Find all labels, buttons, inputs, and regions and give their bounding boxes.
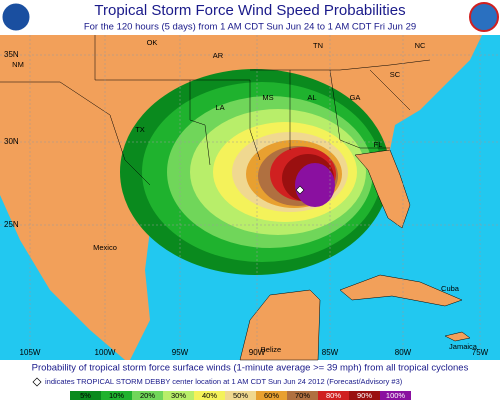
place-label: TX xyxy=(135,125,145,134)
place-label: OK xyxy=(147,38,158,47)
legend-label: 10% xyxy=(109,391,124,400)
legend-swatch xyxy=(349,391,380,400)
place-label: AR xyxy=(213,51,224,60)
place-label: AL xyxy=(307,93,316,102)
legend-label: 70% xyxy=(295,391,310,400)
nws-logo xyxy=(469,2,499,32)
subtitle: For the 120 hours (5 days) from 1 AM CDT… xyxy=(84,22,416,33)
jamaica xyxy=(444,331,471,342)
graticule xyxy=(0,35,500,360)
noaa-logo xyxy=(1,2,31,32)
map: 35N 30N 25N 105W 100W 95W 90W 85W 80W 75W NM OK AR TN… xyxy=(0,35,500,361)
border-line xyxy=(94,35,211,166)
florida xyxy=(354,149,411,229)
place-label: SC xyxy=(390,70,401,79)
legend-swatch xyxy=(194,391,225,400)
place-label: Mexico xyxy=(93,243,117,252)
longitude-label: 105W xyxy=(20,348,41,357)
legend-label: 100% xyxy=(386,391,406,400)
storm-center-marker xyxy=(295,185,305,195)
latitude-label: 25N xyxy=(4,220,19,229)
legend-swatch xyxy=(287,391,318,400)
legend-swatch xyxy=(225,391,256,400)
longitude-label: 80W xyxy=(395,348,412,357)
borders xyxy=(0,35,431,186)
legend-swatch xyxy=(163,391,194,400)
legend-label: 40% xyxy=(202,391,217,400)
legend-swatch xyxy=(101,391,132,400)
legend-label: 60% xyxy=(264,391,279,400)
border-line xyxy=(190,79,261,161)
place-label: MS xyxy=(262,93,273,102)
legend-swatch xyxy=(70,391,101,400)
longitude-label: 100W xyxy=(95,348,116,357)
place-label: Cuba xyxy=(441,284,460,293)
cuba xyxy=(339,274,463,307)
place-label: Jamaica xyxy=(449,342,478,351)
longitude-label: 95W xyxy=(172,348,189,357)
longitude-label: 75W xyxy=(472,348,489,357)
legend-swatch xyxy=(132,391,163,400)
place-label: Belize xyxy=(261,345,281,354)
latitude-label: 35N xyxy=(4,50,19,59)
legend-swatch xyxy=(318,391,349,400)
contour xyxy=(295,163,335,207)
pacific xyxy=(0,195,125,360)
place-label: LA xyxy=(215,103,224,112)
legend-label: 50% xyxy=(233,391,248,400)
border-line xyxy=(369,69,411,111)
place-label: TN xyxy=(313,41,323,50)
legend-swatch xyxy=(380,391,411,400)
latitude-label: 30N xyxy=(4,137,19,146)
title: Tropical Storm Force Wind Speed Probabil… xyxy=(94,2,405,19)
legend-label: 80% xyxy=(326,391,341,400)
probability-contours xyxy=(120,69,390,275)
border-line xyxy=(250,59,431,71)
legend-label: 20% xyxy=(140,391,155,400)
legend: 5% 10% 20% 30% 40% 50% 60% 70% 80% 90% 100% xyxy=(70,391,411,400)
marker-note: indicates TROPICAL STORM DEBBY center lo… xyxy=(45,377,403,386)
yucatan xyxy=(239,289,321,361)
place-label: FL xyxy=(374,140,383,149)
legend-swatch xyxy=(256,391,287,400)
place-label: NM xyxy=(12,60,24,69)
longitude-label: 90W xyxy=(249,348,266,357)
description: Probability of tropical storm force surf… xyxy=(32,363,469,374)
marker-icon xyxy=(32,377,42,387)
longitude-label: 85W xyxy=(322,348,339,357)
border-line xyxy=(0,81,151,186)
legend-label: 90% xyxy=(357,391,372,400)
place-label: NC xyxy=(415,41,426,50)
legend-label: 30% xyxy=(171,391,186,400)
border-line xyxy=(329,69,390,149)
place-label: GA xyxy=(350,93,361,102)
legend-label: 5% xyxy=(80,391,91,400)
